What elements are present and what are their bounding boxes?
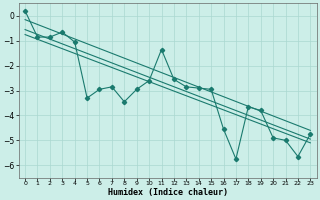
X-axis label: Humidex (Indice chaleur): Humidex (Indice chaleur) [108, 188, 228, 197]
